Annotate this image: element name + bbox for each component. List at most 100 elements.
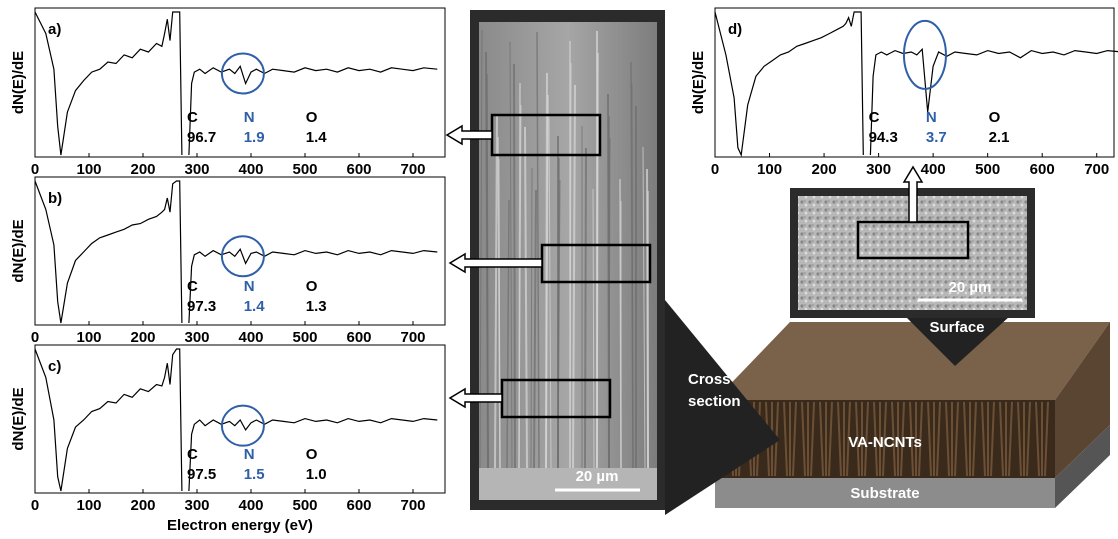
streak [536,31,540,469]
x-tick-label: 500 [975,161,1000,178]
x-tick-label: 500 [292,161,317,178]
element-label: C [187,446,198,463]
x-tick-label: 200 [812,161,837,178]
tube [855,401,860,477]
streak [506,199,510,469]
x-tick-label: 100 [76,161,101,178]
tube [972,401,977,477]
element-label: N [244,446,255,463]
block-top [715,322,1110,400]
x-tick-label: 0 [711,161,719,178]
spectrum [34,180,438,324]
streak [498,158,501,469]
highlight [220,404,265,447]
x-tick-label: 500 [292,329,317,346]
x-tick-label: 300 [184,329,209,346]
panel-label: b) [48,190,62,207]
tube [819,401,824,477]
x-tick-label: 400 [238,329,263,346]
surface-pointer [905,316,1010,366]
streak [533,189,537,469]
streak [569,62,572,469]
x-tick-label: 600 [1030,161,1055,178]
element-label: O [306,109,318,126]
x-tick-label: 0 [31,161,39,178]
tube [1044,401,1049,477]
x-tick-label: 700 [400,329,425,346]
x-tick-label: 300 [866,161,891,178]
tube [936,401,941,477]
element-label: N [244,278,255,295]
substrate-band [479,468,657,500]
cross-section-pointer [665,300,780,515]
tube [846,401,851,477]
x-tick-label: 200 [130,497,155,514]
tube [783,401,788,477]
streak [524,126,528,469]
tube [963,401,968,477]
tube [927,401,932,477]
streak [494,114,498,469]
highlight [220,235,265,278]
tube [810,401,815,477]
x-tick-label: 100 [757,161,782,178]
plot-frame [714,7,1115,158]
element-value: 3.7 [926,129,947,146]
x-tick-label: 600 [346,161,371,178]
x-tick-label: 200 [130,329,155,346]
x-tick-label: 700 [1084,161,1109,178]
x-tick-label: 0 [31,329,39,346]
x-tick-label: 600 [346,329,371,346]
x-tick-label: 600 [346,497,371,514]
spectrum [34,348,438,492]
element-label: O [306,278,318,295]
element-value: 1.9 [244,129,265,146]
tube [990,401,995,477]
plot-frame [34,7,446,158]
tube [1026,401,1031,477]
element-value: 1.4 [306,129,328,146]
y-axis-label: dN(E)/dE [690,51,707,114]
x-axis-label: Electron energy (eV) [167,517,313,534]
tube [864,401,869,477]
spectrum [714,11,1118,158]
y-axis-label: dN(E)/dE [10,387,27,450]
tube [828,401,833,477]
x-tick-label: 300 [184,161,209,178]
block-side [1055,322,1110,478]
plot-frame [34,344,446,494]
streak [596,52,599,469]
element-value: 1.3 [306,298,327,315]
plot-frame [34,176,446,326]
element-label: C [187,278,198,295]
element-value: 96.7 [187,129,216,146]
scale-label: 20 µm [576,468,619,485]
y-axis-label: dN(E)/dE [10,51,27,114]
substrate-side [1055,425,1110,508]
streak [557,179,561,469]
layer-label: VA-NCNTs [848,434,922,451]
x-tick-label: 200 [130,161,155,178]
element-label: C [187,109,198,126]
element-label: N [926,109,937,126]
scale-label: 20 µm [949,279,992,296]
x-tick-label: 100 [76,497,101,514]
tube [900,401,905,477]
surface-label: Surface [929,319,984,336]
element-label: O [989,109,1001,126]
spectrum [34,11,438,156]
panel-label: d) [728,21,742,38]
x-tick-label: 400 [238,161,263,178]
streak [572,84,576,469]
tube [981,401,986,477]
element-label: N [244,109,255,126]
streak [592,188,595,469]
streak [631,83,634,469]
tube [918,401,923,477]
x-tick-label: 700 [400,497,425,514]
element-value: 1.4 [244,298,266,315]
streak [548,116,552,469]
x-tick-label: 100 [76,329,101,346]
tube [882,401,887,477]
